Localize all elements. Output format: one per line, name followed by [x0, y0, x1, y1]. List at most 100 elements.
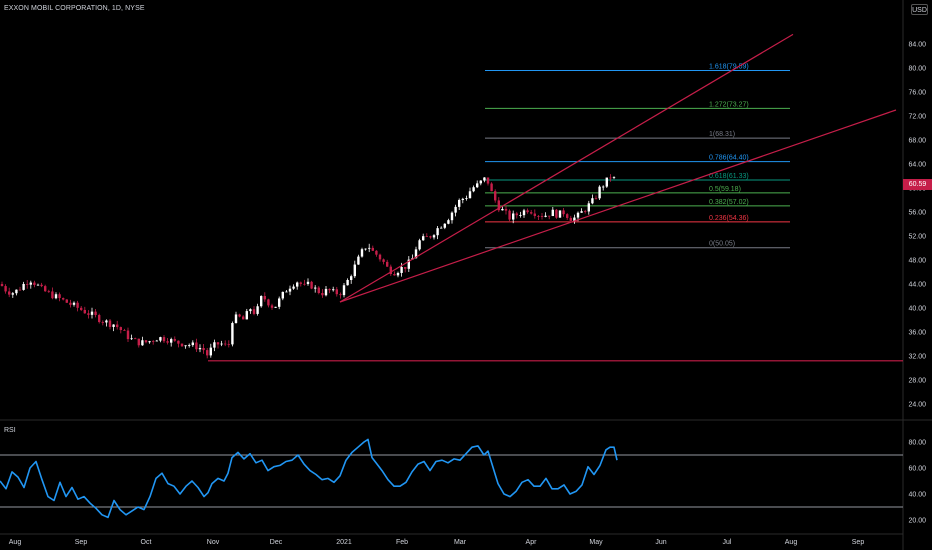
- candle-body: [44, 286, 47, 292]
- candle-body: [285, 291, 288, 293]
- candle-body: [270, 305, 274, 308]
- candle-body: [407, 259, 410, 269]
- time-tick-label: Feb: [396, 539, 408, 546]
- candle-body: [148, 341, 151, 343]
- candle-body: [526, 210, 529, 213]
- candle-body: [461, 198, 464, 200]
- axes: 84.00 80.00 76.00 72.00 68.00 64.00 60.00 56.00…: [9, 42, 926, 547]
- time-tick-label: Aug: [9, 539, 22, 546]
- candle-body: [382, 259, 385, 262]
- candle-body: [386, 261, 389, 267]
- candle-body: [605, 177, 608, 187]
- candle-body: [303, 283, 306, 285]
- candle-body: [198, 348, 202, 350]
- candle-body: [519, 215, 522, 216]
- candle-body: [126, 330, 130, 340]
- candle-body: [130, 338, 133, 340]
- candle-body: [306, 281, 310, 285]
- candle-body: [227, 343, 230, 345]
- candle-body: [432, 235, 436, 238]
- candle-body: [368, 247, 371, 249]
- candle-body: [4, 286, 7, 292]
- candle-body: [195, 342, 198, 350]
- candle-body: [108, 320, 112, 327]
- candle-body: [494, 191, 497, 201]
- candle-body: [281, 291, 284, 299]
- candle-body: [569, 217, 572, 221]
- candle-body: [263, 296, 266, 300]
- candle-body: [537, 215, 540, 217]
- candle-body: [400, 266, 403, 273]
- price-tick-label: 64.00: [908, 162, 926, 169]
- candle-body: [512, 213, 515, 220]
- candle-body: [242, 316, 245, 320]
- candle-body: [299, 282, 302, 284]
- candle-body: [26, 283, 29, 285]
- candle-body: [476, 183, 479, 188]
- candle-body: [166, 341, 169, 343]
- candle-body: [353, 264, 356, 277]
- trendline: [339, 33, 794, 303]
- candle-body: [116, 324, 119, 328]
- candle-body: [8, 291, 11, 295]
- candle-body: [18, 289, 22, 291]
- fib-level-label: 0.618(61.33): [709, 173, 749, 180]
- candle-body: [310, 281, 313, 289]
- candle-body: [278, 298, 281, 307]
- currency-badge[interactable]: USD: [911, 4, 928, 15]
- candle-body: [213, 342, 216, 348]
- candle-body: [58, 294, 61, 299]
- rsi-tick-label: 20.00: [908, 518, 926, 525]
- candle-body: [562, 210, 565, 215]
- candle-body: [170, 339, 173, 343]
- price-tick-label: 84.00: [908, 42, 926, 49]
- candle-body: [288, 288, 292, 292]
- candle-body: [580, 211, 583, 213]
- candle-body: [76, 302, 79, 308]
- candle-body: [112, 324, 115, 327]
- candle-body: [209, 347, 212, 356]
- fib-level-label: 0(50.05): [709, 241, 735, 248]
- candle-body: [321, 293, 324, 296]
- candle-body: [566, 214, 569, 218]
- fib-level-label: 1.272(73.27): [709, 101, 749, 108]
- candle-body: [216, 342, 220, 345]
- candle-body: [360, 249, 364, 257]
- fib-level-label: 0.786(64.40): [709, 155, 749, 162]
- candle-body: [576, 212, 580, 218]
- candle-body: [429, 236, 432, 238]
- candle-body: [54, 294, 58, 299]
- trendline: [339, 109, 897, 303]
- candle-body: [29, 282, 32, 285]
- candle-body: [587, 203, 590, 212]
- candle-body: [450, 212, 454, 221]
- candle-body: [339, 294, 342, 296]
- candle-body: [548, 215, 551, 217]
- candle-body: [501, 208, 504, 211]
- trendlines: [208, 33, 903, 362]
- candle-body: [350, 276, 353, 281]
- candle-body: [332, 289, 335, 291]
- candle-body: [346, 280, 349, 286]
- candle-body: [602, 186, 605, 188]
- candle-body: [47, 291, 50, 293]
- candle-body: [80, 307, 83, 310]
- price-tick-label: 80.00: [908, 66, 926, 73]
- price-tick-label: 32.00: [908, 354, 926, 361]
- chart-title: EXXON MOBIL CORPORATION, 1D, NYSE: [4, 5, 145, 12]
- candle-body: [436, 228, 439, 236]
- candle-body: [497, 200, 500, 211]
- candle-body: [119, 327, 122, 331]
- candle-body: [224, 343, 227, 345]
- price-tick-label: 76.00: [908, 90, 926, 97]
- candle-body: [260, 296, 263, 307]
- candle-body: [422, 236, 425, 241]
- time-tick-label: Sep: [75, 539, 88, 546]
- candle-body: [51, 291, 54, 299]
- candle-body: [472, 187, 475, 192]
- price-tick-label: 24.00: [908, 402, 926, 409]
- candle-body: [533, 213, 536, 216]
- price-tick-label: 28.00: [908, 378, 926, 385]
- time-tick-label: 2021: [336, 539, 352, 546]
